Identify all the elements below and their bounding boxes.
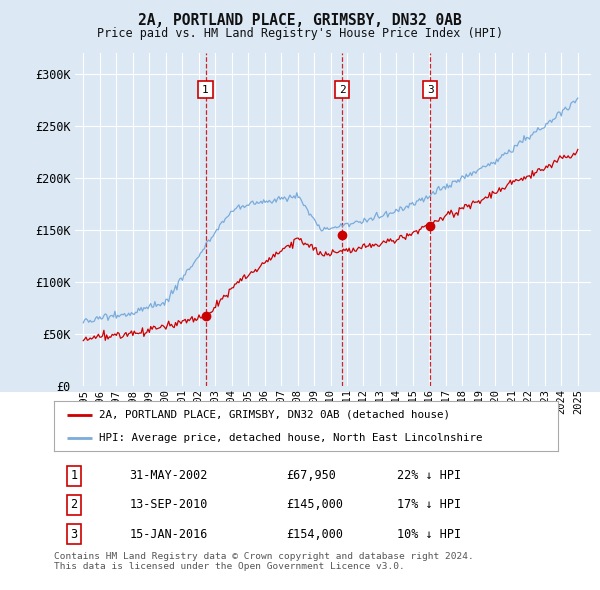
Text: £67,950: £67,950 <box>286 470 336 483</box>
Text: 13-SEP-2010: 13-SEP-2010 <box>130 498 208 511</box>
Text: 2A, PORTLAND PLACE, GRIMSBY, DN32 0AB: 2A, PORTLAND PLACE, GRIMSBY, DN32 0AB <box>138 13 462 28</box>
Text: Contains HM Land Registry data © Crown copyright and database right 2024.
This d: Contains HM Land Registry data © Crown c… <box>54 552 474 571</box>
Text: 2A, PORTLAND PLACE, GRIMSBY, DN32 0AB (detached house): 2A, PORTLAND PLACE, GRIMSBY, DN32 0AB (d… <box>100 409 451 419</box>
Text: £145,000: £145,000 <box>286 498 343 511</box>
Text: HPI: Average price, detached house, North East Lincolnshire: HPI: Average price, detached house, Nort… <box>100 433 483 443</box>
Text: 2: 2 <box>71 498 78 511</box>
Text: 3: 3 <box>427 84 433 94</box>
Text: 31-MAY-2002: 31-MAY-2002 <box>130 470 208 483</box>
Text: 10% ↓ HPI: 10% ↓ HPI <box>397 528 461 541</box>
Text: 17% ↓ HPI: 17% ↓ HPI <box>397 498 461 511</box>
Text: 15-JAN-2016: 15-JAN-2016 <box>130 528 208 541</box>
Text: £154,000: £154,000 <box>286 528 343 541</box>
Text: 1: 1 <box>71 470 78 483</box>
Text: Price paid vs. HM Land Registry's House Price Index (HPI): Price paid vs. HM Land Registry's House … <box>97 27 503 40</box>
Text: 1: 1 <box>202 84 209 94</box>
Text: 3: 3 <box>71 528 78 541</box>
Text: 22% ↓ HPI: 22% ↓ HPI <box>397 470 461 483</box>
Text: 2: 2 <box>339 84 346 94</box>
